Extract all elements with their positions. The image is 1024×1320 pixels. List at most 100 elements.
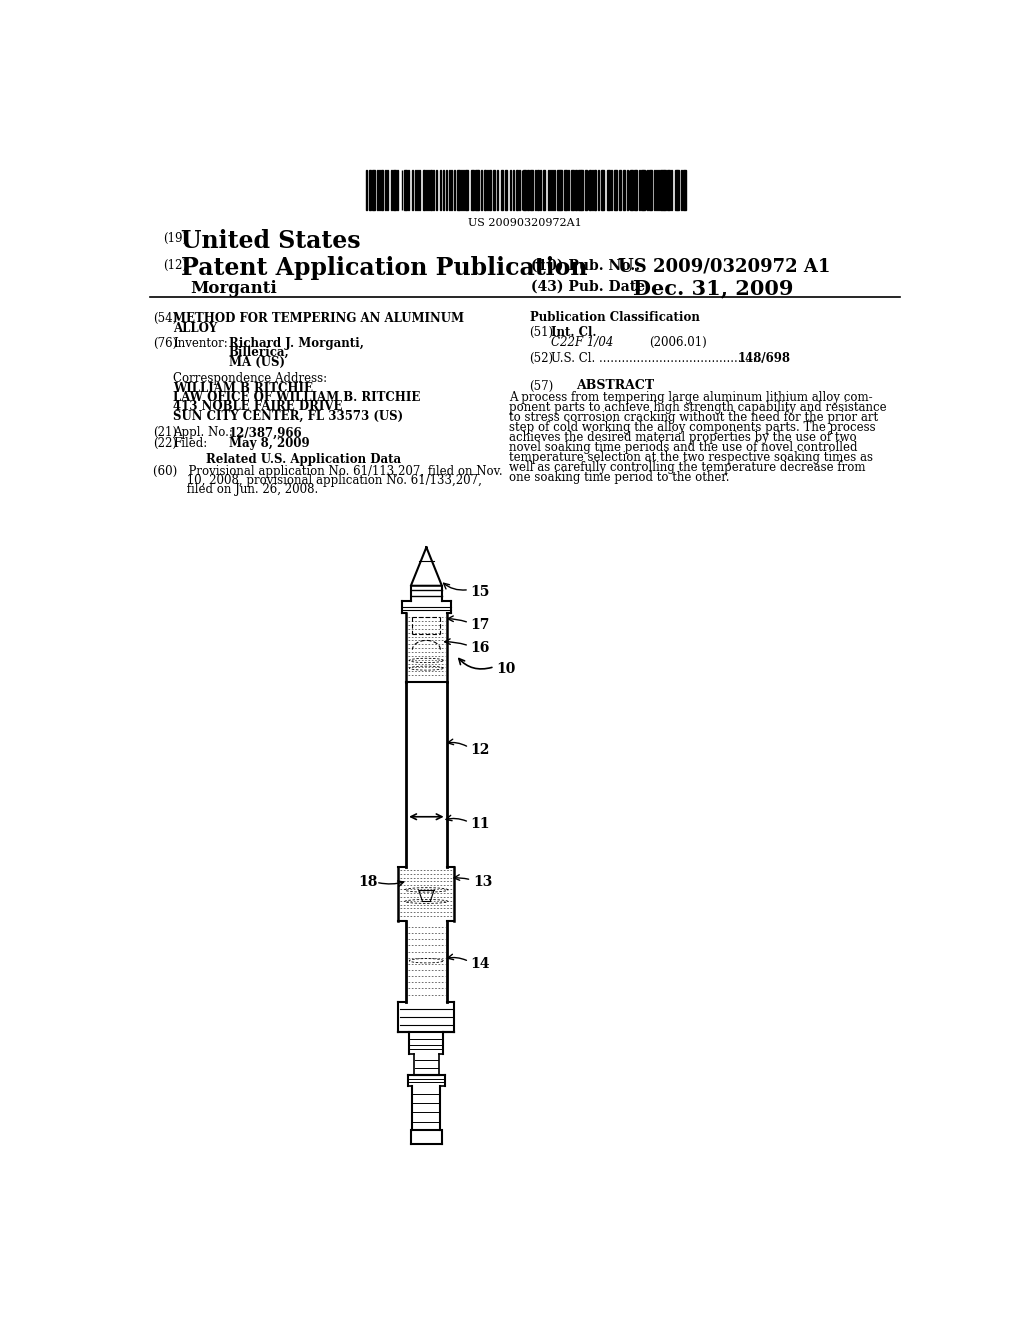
Text: (52): (52) [529, 352, 554, 366]
Text: ponent parts to achieve high strength capability and resistance: ponent parts to achieve high strength ca… [509, 401, 887, 414]
Text: Appl. No.:: Appl. No.: [173, 426, 232, 440]
Text: (43) Pub. Date:: (43) Pub. Date: [531, 280, 650, 294]
Text: C22F 1/04: C22F 1/04 [551, 337, 613, 350]
Text: 18: 18 [358, 875, 378, 890]
Bar [480, 170, 482, 210]
Bar [432, 170, 434, 210]
Bar [449, 170, 451, 210]
Bar [442, 170, 444, 210]
Text: US 20090320972A1: US 20090320972A1 [468, 218, 582, 227]
Bar [428, 170, 429, 210]
Bar [457, 170, 460, 210]
Bar [589, 170, 592, 210]
Bar [671, 170, 672, 210]
Bar [381, 170, 383, 210]
Bar [372, 170, 375, 210]
Text: MA (US): MA (US) [228, 355, 285, 368]
Bar [471, 170, 474, 210]
Bar [683, 170, 686, 210]
Bar [465, 170, 468, 210]
Bar [643, 170, 645, 210]
Text: ALLOY: ALLOY [173, 322, 217, 335]
Text: 16: 16 [471, 642, 489, 655]
Bar [624, 170, 625, 210]
Text: (22): (22) [153, 437, 177, 450]
Text: (21): (21) [153, 426, 177, 440]
Text: SUN CITY CENTER, FL 33573 (US): SUN CITY CENTER, FL 33573 (US) [173, 409, 403, 422]
Bar [426, 170, 427, 210]
Text: achieves the desired material properties by the use of two: achieves the desired material properties… [509, 430, 857, 444]
Bar [618, 170, 621, 210]
Bar [571, 170, 574, 210]
Bar [445, 170, 447, 210]
Text: Dec. 31, 2009: Dec. 31, 2009 [633, 279, 794, 298]
Text: (2006.01): (2006.01) [649, 337, 708, 350]
Bar [665, 170, 666, 210]
Bar [660, 170, 664, 210]
Text: 413 NOBLE FAIRE DRIVE: 413 NOBLE FAIRE DRIVE [173, 400, 342, 413]
Bar [564, 170, 567, 210]
Text: (60)   Provisional application No. 61/113,207, filed on Nov.: (60) Provisional application No. 61/113,… [153, 465, 503, 478]
Text: (54): (54) [153, 313, 177, 326]
Bar [523, 170, 525, 210]
Bar [527, 170, 528, 210]
Bar [560, 170, 562, 210]
Bar [501, 170, 503, 210]
Text: novel soaking time periods and the use of novel controlled: novel soaking time periods and the use o… [509, 441, 858, 454]
Bar [515, 170, 518, 210]
Bar [641, 170, 643, 210]
Bar [493, 170, 496, 210]
Bar [377, 170, 378, 210]
Bar [630, 170, 633, 210]
Text: 15: 15 [471, 585, 489, 599]
Text: Filed:: Filed: [173, 437, 207, 450]
Bar [497, 170, 499, 210]
Bar [403, 170, 407, 210]
Bar [579, 170, 581, 210]
Text: Int. Cl.: Int. Cl. [551, 326, 597, 339]
Bar [582, 170, 583, 210]
Text: Billerica,: Billerica, [228, 346, 290, 359]
Text: 148/698: 148/698 [737, 352, 791, 366]
Text: A process from tempering large aluminum lithium alloy com-: A process from tempering large aluminum … [509, 391, 872, 404]
Bar [369, 170, 371, 210]
Bar [678, 170, 679, 210]
Bar [668, 170, 670, 210]
Text: 10, 2008, provisional application No. 61/133,207,: 10, 2008, provisional application No. 61… [153, 474, 481, 487]
Bar [598, 170, 599, 210]
Text: (57): (57) [529, 380, 554, 393]
Bar [543, 170, 545, 210]
Bar [614, 170, 617, 210]
Bar [540, 170, 541, 210]
Bar [634, 170, 636, 210]
Text: step of cold working the alloy components parts. The process: step of cold working the alloy component… [509, 421, 876, 434]
Text: Publication Classification: Publication Classification [529, 312, 699, 323]
Bar [557, 170, 560, 210]
Text: one soaking time period to the other.: one soaking time period to the other. [509, 471, 730, 484]
Bar [505, 170, 507, 210]
Text: 12/387,966: 12/387,966 [228, 426, 302, 440]
Text: METHOD FOR TEMPERING AN ALUMINUM: METHOD FOR TEMPERING AN ALUMINUM [173, 313, 464, 326]
Bar [489, 170, 490, 210]
Text: (19): (19) [163, 231, 187, 244]
Text: 10: 10 [496, 661, 515, 676]
Bar [423, 170, 425, 210]
Bar [586, 170, 587, 210]
Text: filed on Jun. 26, 2008.: filed on Jun. 26, 2008. [153, 483, 318, 496]
Text: United States: United States [180, 230, 360, 253]
Text: Related U.S. Application Data: Related U.S. Application Data [206, 453, 400, 466]
Bar [575, 170, 577, 210]
Text: U.S. Cl. ............................................: U.S. Cl. ...............................… [551, 352, 764, 366]
Text: (51): (51) [529, 326, 554, 339]
Bar [397, 170, 398, 210]
Text: WILLIAM B RITCHIE: WILLIAM B RITCHIE [173, 381, 313, 395]
Text: ABSTRACT: ABSTRACT [575, 379, 653, 392]
Text: May 8, 2009: May 8, 2009 [228, 437, 309, 450]
Text: US 2009/0320972 A1: US 2009/0320972 A1 [617, 257, 830, 276]
Bar [602, 170, 604, 210]
Text: Inventor:: Inventor: [173, 337, 227, 350]
Text: Richard J. Morganti,: Richard J. Morganti, [228, 337, 364, 350]
Text: (76): (76) [153, 337, 177, 350]
Bar [538, 170, 539, 210]
Bar [463, 170, 464, 210]
